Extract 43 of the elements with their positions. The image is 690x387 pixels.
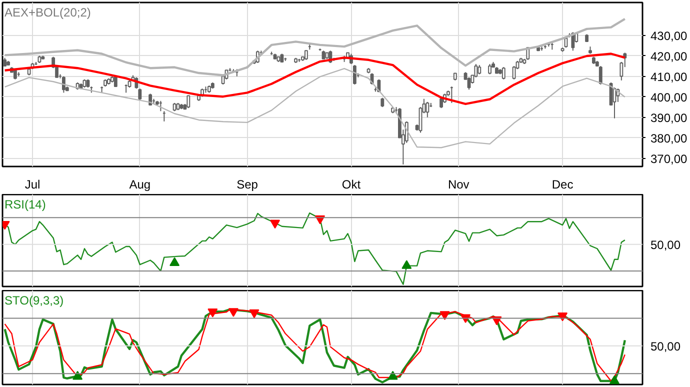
x-tick-label: Dec — [552, 178, 574, 192]
line-series — [4, 52, 626, 106]
line-series — [4, 18, 626, 76]
chart-title: STO(9,3,3) — [4, 294, 64, 308]
point — [170, 257, 180, 266]
point — [208, 308, 218, 318]
candlestick — [138, 88, 142, 100]
candlestick — [380, 97, 384, 108]
candlestick — [186, 95, 190, 109]
y-tick-label: 420,00 — [650, 49, 688, 64]
candlestick — [502, 66, 506, 80]
x-tick-label: Okt — [342, 178, 362, 192]
point — [249, 309, 260, 318]
y-tick-label: 430,00 — [650, 28, 688, 43]
chart-title: RSI(14) — [4, 198, 46, 212]
text: 50,00 — [650, 238, 681, 252]
candlestick — [426, 101, 430, 118]
candlestick — [62, 76, 66, 94]
point — [610, 375, 620, 384]
candlestick — [478, 64, 482, 75]
y-tick-label: 390,00 — [650, 110, 688, 125]
y-tick-label: 400,00 — [650, 90, 688, 104]
x-tick-label: Aug — [129, 178, 151, 192]
y-tick-label: 410,00 — [650, 70, 688, 84]
point — [440, 311, 450, 320]
candlestick — [488, 64, 492, 75]
candlestick — [352, 64, 356, 85]
point — [228, 308, 238, 317]
point — [270, 220, 280, 229]
y-tick-label: 380,00 — [650, 131, 688, 146]
point — [388, 370, 398, 380]
point — [402, 260, 412, 269]
line-series — [4, 68, 626, 148]
x-tick-label: Nov — [448, 178, 470, 192]
x-tick-label: Sep — [236, 178, 258, 192]
candlestick — [304, 50, 308, 60]
chart-title: AEX+BOL(20;2) — [4, 6, 91, 20]
point — [72, 370, 83, 380]
y-tick-label: 370,00 — [650, 152, 688, 166]
point — [558, 312, 568, 322]
text: 50,00 — [650, 339, 681, 354]
x-tick-label: Jul — [24, 178, 40, 192]
candlestick — [598, 66, 602, 85]
